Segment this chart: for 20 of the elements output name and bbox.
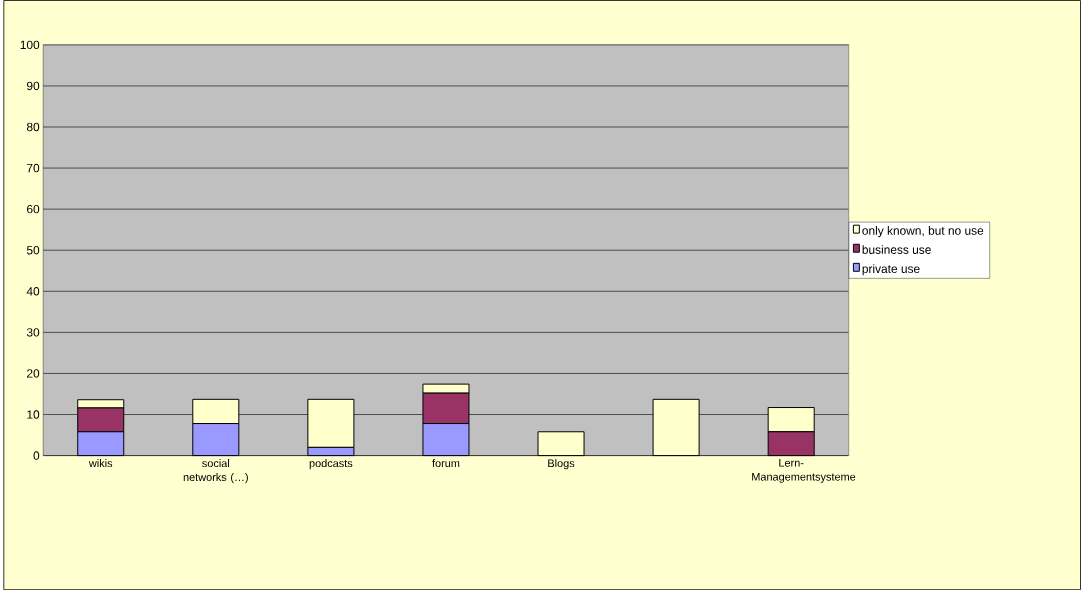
y-tick-label: 100 [20,40,40,49]
x-tick-label: forum [432,459,460,468]
x-tick-label: wikis [88,459,113,468]
y-tick-label: 20 [27,369,40,378]
y-tick-label: 90 [26,81,40,91]
y-tick-label: 50 [26,245,40,255]
y-tick-label: 60 [27,204,40,214]
x-tick-label: Blogs [548,459,575,470]
legend-label: business use [862,245,931,254]
legend-label: private use [862,264,920,276]
x-tick-label: podcasts [309,459,353,470]
y-tick-label: 10 [27,410,40,419]
x-tick-label: social networks (…) [183,459,248,484]
x-tick-label: Lern-Managementsysteme [752,459,856,483]
y-tick-label: 80 [26,122,40,132]
y-tick-label: 30 [26,328,40,337]
y-tick-label: 70 [27,163,40,173]
legend-label: only known, but no use [862,226,984,238]
y-tick-label: 0 [33,451,40,460]
y-tick-label: 40 [26,287,40,296]
